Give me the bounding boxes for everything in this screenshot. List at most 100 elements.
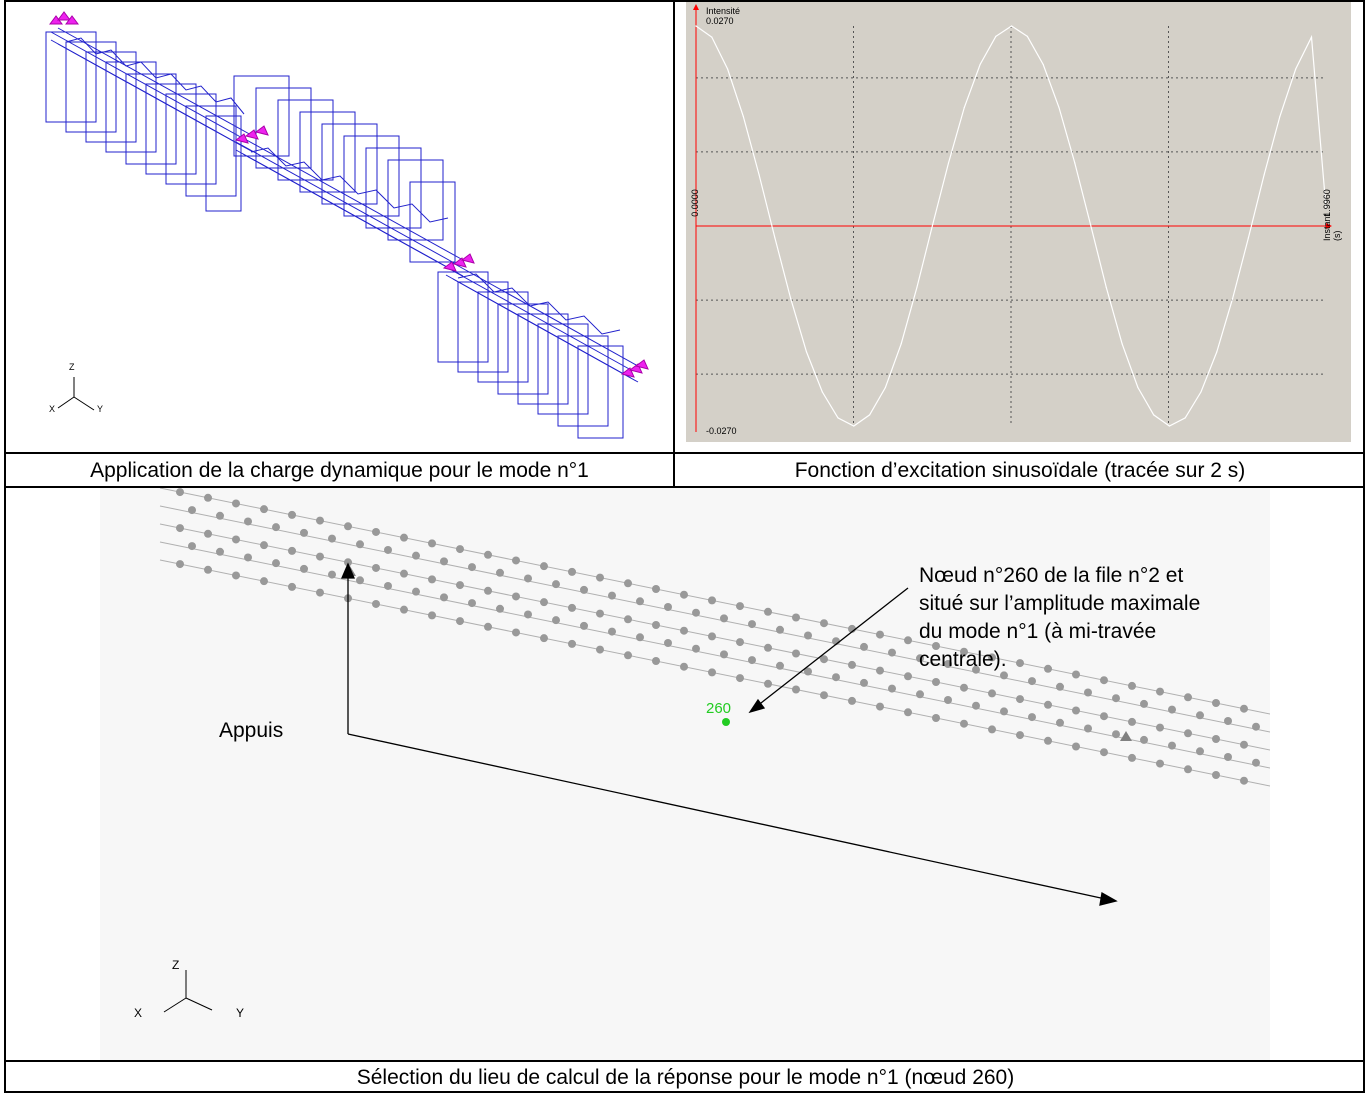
- mesh-node: [1072, 670, 1080, 679]
- mesh-node: [652, 620, 660, 629]
- mesh-node: [344, 522, 352, 531]
- mesh-node: [216, 547, 224, 556]
- mesh-node: [792, 685, 800, 694]
- structure-model-panel: Z X Y: [6, 2, 673, 452]
- mesh-node: [764, 643, 772, 652]
- series-point-3: [742, 115, 744, 117]
- mesh-node: [1128, 681, 1136, 690]
- series-point-27: [1121, 343, 1123, 345]
- axis-x-label-bottom: X: [134, 1006, 143, 1020]
- mesh-node: [272, 559, 280, 568]
- mesh-node: [1072, 706, 1080, 715]
- mesh-node: [736, 602, 744, 611]
- mesh-node: [372, 563, 380, 572]
- mesh-node: [1240, 776, 1248, 785]
- caption-excitation-function: Fonction d’excitation sinusoïdale (tracé…: [794, 459, 1246, 482]
- series-point-32: [1200, 391, 1202, 393]
- series-point-13: [900, 343, 902, 345]
- mesh-node: [776, 661, 784, 670]
- mesh-node: [1044, 664, 1052, 673]
- selected-node-label: 260: [706, 700, 732, 717]
- mesh-node: [764, 679, 772, 688]
- mesh-node: [1028, 713, 1036, 722]
- x-axis-arrow: [1326, 223, 1332, 229]
- series-point-17: [963, 106, 965, 109]
- chart-ylabel: Intensité: [706, 6, 741, 16]
- mesh-node: [1168, 705, 1176, 714]
- series-point-14: [916, 286, 918, 289]
- axis-z-label: Z: [69, 362, 75, 372]
- caption-node-selection: Sélection du lieu de calcul de la répons…: [356, 1066, 1015, 1089]
- mesh-node: [232, 499, 240, 508]
- series-point-40: [1325, 207, 1327, 209]
- mesh-node: [608, 627, 616, 636]
- mesh-node: [540, 634, 548, 643]
- series-point-24: [1074, 162, 1076, 164]
- mesh-node: [988, 689, 996, 698]
- mesh-node: [484, 622, 492, 631]
- mesh-node: [972, 665, 980, 674]
- series-point-19: [995, 35, 997, 37]
- mesh-node: [1224, 717, 1232, 726]
- mesh-node: [1128, 753, 1136, 762]
- mesh-node: [1196, 711, 1204, 720]
- mesh-node: [916, 690, 924, 699]
- mesh-node: [652, 584, 660, 593]
- series-point-1: [711, 36, 713, 38]
- mesh-node: [804, 667, 812, 676]
- mesh-node: [1252, 758, 1260, 767]
- series-point-10: [853, 425, 855, 427]
- mesh-node: [456, 545, 464, 554]
- mesh-node: [1084, 724, 1092, 733]
- mesh-node: [804, 631, 812, 640]
- mesh-node: [1156, 759, 1164, 768]
- mesh-node: [552, 580, 560, 589]
- series-point-23: [1058, 106, 1060, 109]
- mesh-node: [260, 541, 268, 550]
- axis-x-label: X: [49, 404, 56, 414]
- mesh-node: [288, 546, 296, 555]
- series-point-36: [1263, 174, 1265, 176]
- series-point-30: [1168, 425, 1171, 427]
- mesh-node: [876, 630, 884, 639]
- chart-yzero-label: 0.0000: [689, 189, 700, 217]
- mesh-node: [260, 577, 268, 586]
- mesh-node: [300, 564, 308, 573]
- mesh-node: [1140, 699, 1148, 708]
- mesh-node: [1028, 677, 1036, 686]
- mesh-node: [568, 639, 576, 648]
- mesh-node: [1100, 748, 1108, 757]
- mesh-node: [524, 610, 532, 619]
- mesh-node: [944, 659, 952, 668]
- mesh-node: [1044, 736, 1052, 745]
- mesh-node: [1016, 659, 1024, 668]
- mesh-node: [1252, 722, 1260, 731]
- axis-y-label: Y: [97, 404, 104, 414]
- mesh-node: [1016, 695, 1024, 704]
- mesh-node: [440, 557, 448, 566]
- mesh-node: [428, 575, 436, 584]
- mesh-node: [524, 574, 532, 583]
- mesh-node: [736, 638, 744, 647]
- mesh-node: [412, 551, 420, 560]
- series-point-33: [1216, 351, 1218, 353]
- series-point-8: [821, 391, 823, 393]
- mesh-node: [372, 599, 380, 608]
- mesh-node: [596, 645, 604, 654]
- mesh-node: [708, 632, 716, 641]
- series-point-21: [1026, 35, 1029, 37]
- mesh-nodes: [176, 488, 1260, 785]
- series-point-12: [884, 386, 886, 389]
- mesh-node: [1240, 740, 1248, 749]
- mesh-node: [932, 677, 940, 686]
- selected-node-260[interactable]: [722, 718, 730, 726]
- mesh-node: [888, 684, 896, 693]
- mesh-node: [540, 562, 548, 571]
- mesh-node: [232, 535, 240, 544]
- mesh-node: [708, 668, 716, 677]
- mesh-node: [1084, 688, 1092, 697]
- mesh-node: [384, 545, 392, 554]
- mesh-node: [216, 511, 224, 520]
- mesh-node: [692, 644, 700, 653]
- mesh-node: [428, 539, 436, 548]
